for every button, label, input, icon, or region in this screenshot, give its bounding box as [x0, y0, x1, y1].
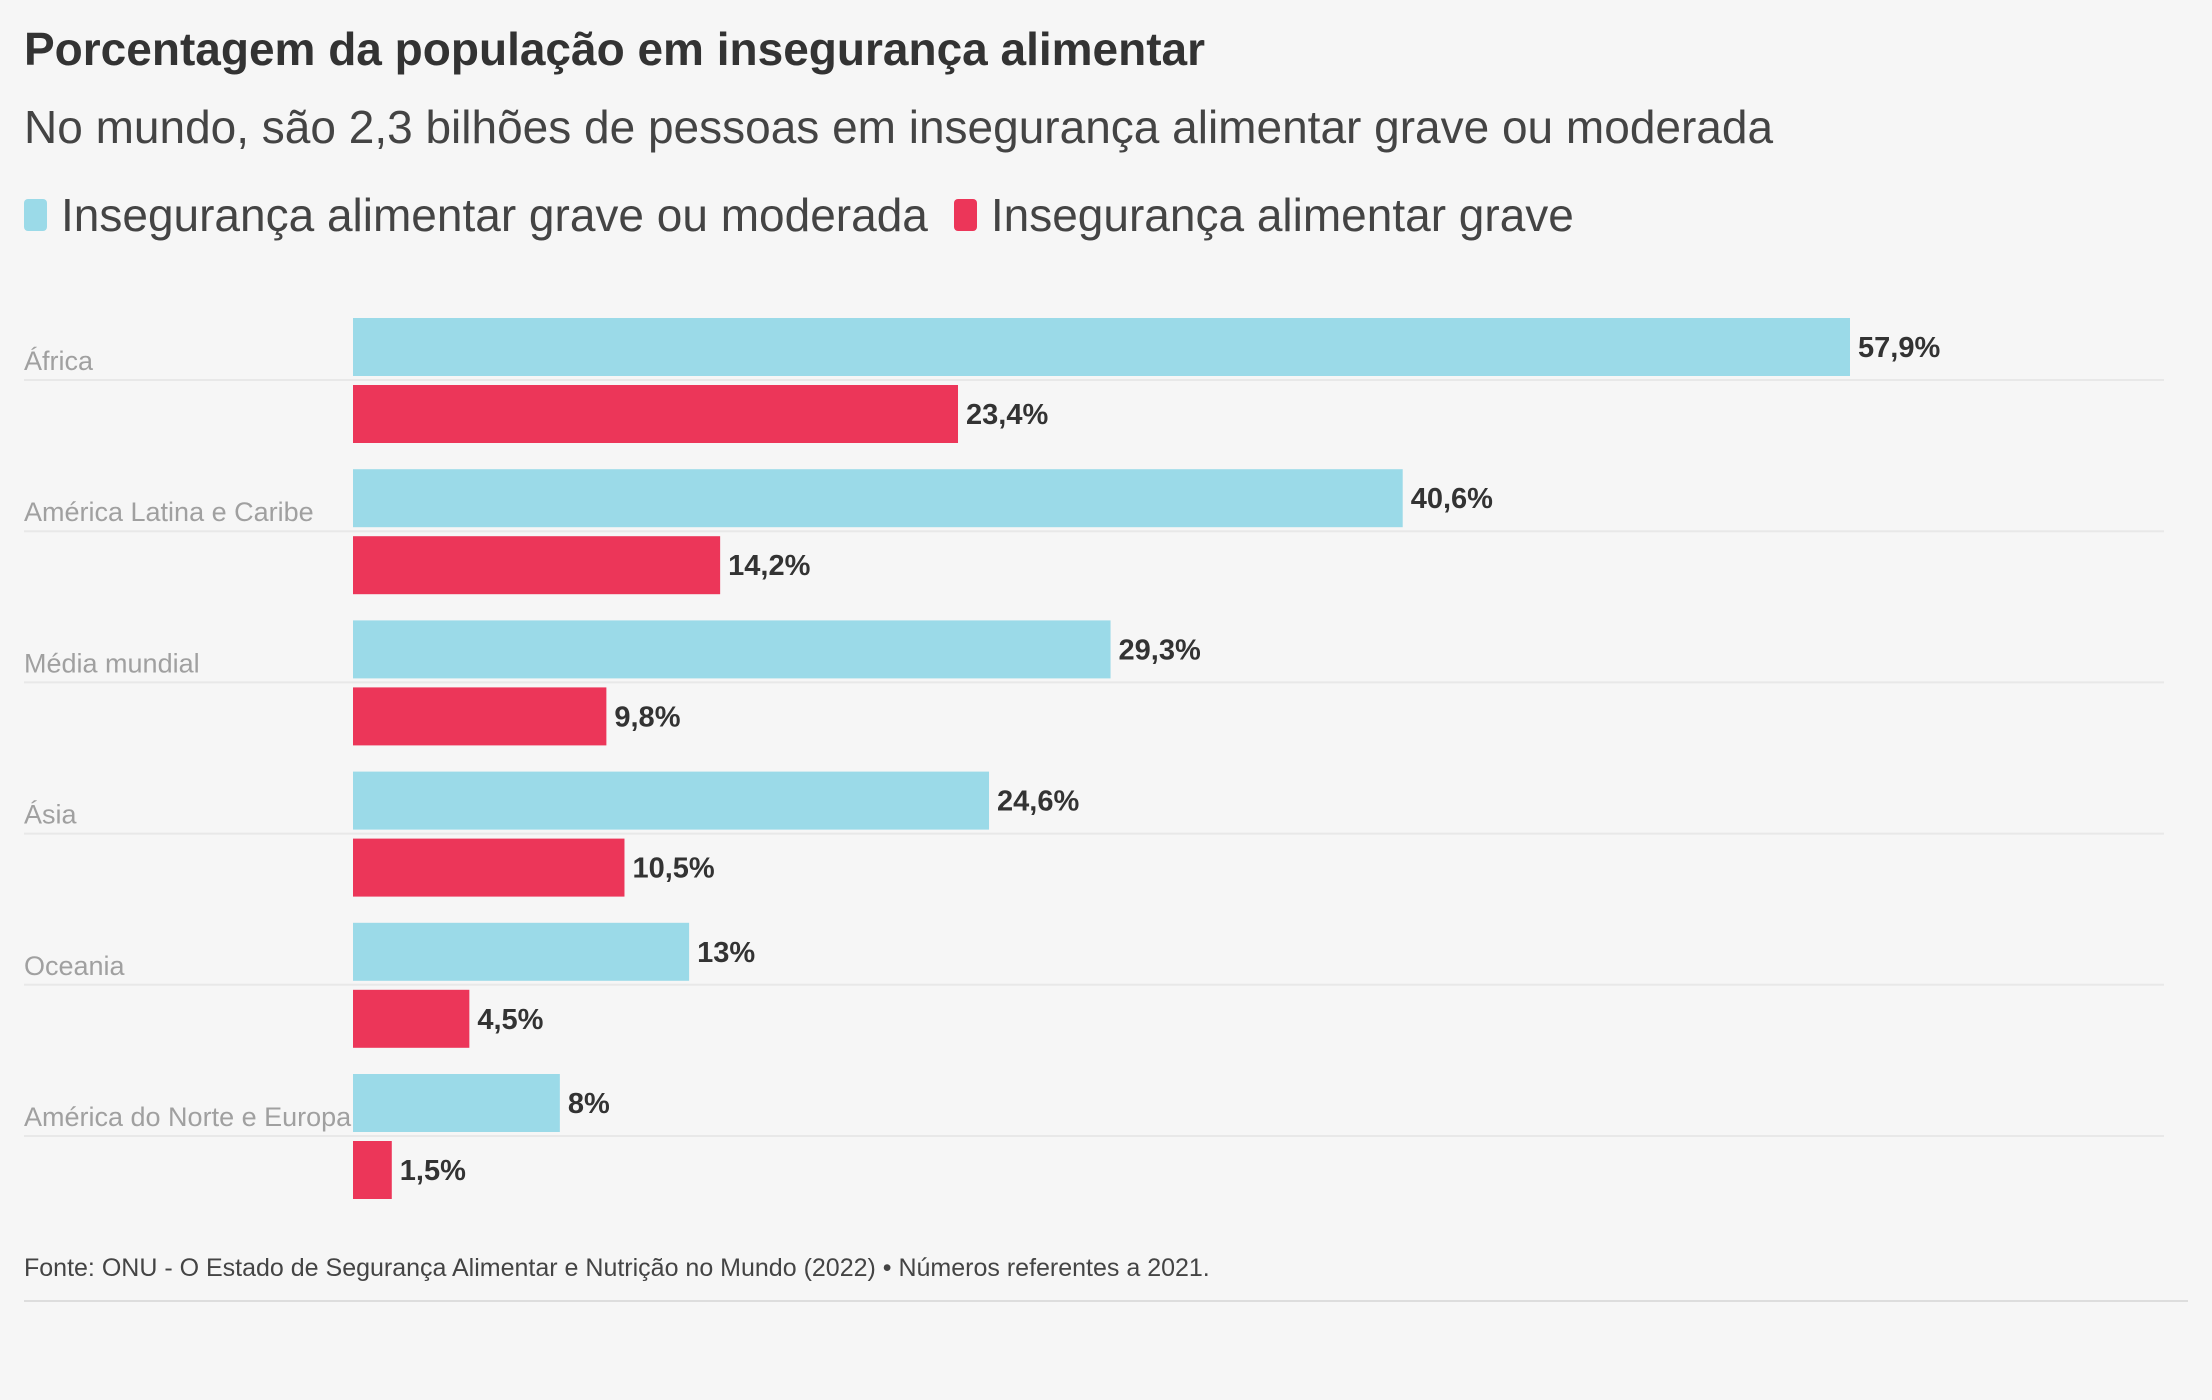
value-label-moderate-america-do-norte-e-europa: 8% [568, 1088, 610, 1120]
legend-swatch-severe [953, 199, 977, 231]
legend-label-severe: Insegurança alimentar grave [990, 189, 1574, 241]
value-label-severe-africa: 23,4% [966, 399, 1048, 431]
legend: Insegurança alimentar grave ou moderada … [24, 188, 1600, 242]
bar-severe-media-mundial [353, 687, 607, 746]
value-label-moderate-africa: 57,9% [1858, 332, 1940, 364]
category-label-asia: Ásia [24, 800, 78, 830]
category-label-africa: África [24, 346, 94, 376]
legend-swatch-moderate [24, 199, 47, 231]
legend-label-moderate: Insegurança alimentar grave ou moderada [61, 189, 928, 241]
footer-divider [24, 1300, 2188, 1302]
value-label-severe-asia: 10,5% [632, 853, 714, 885]
bar-severe-america-latina-e-caribe [353, 536, 721, 595]
bar-moderate-america-do-norte-e-europa [353, 1074, 560, 1132]
bar-severe-asia [353, 838, 625, 897]
bar-severe-africa [353, 385, 959, 443]
bar-severe-america-do-norte-e-europa [353, 1141, 392, 1199]
value-label-moderate-media-mundial: 29,3% [1119, 634, 1201, 666]
value-label-severe-america-do-norte-e-europa: 1,5% [400, 1155, 466, 1187]
bar-chart: África 57,9% 23,4% América Latina e Caribe 4… [24, 318, 2164, 1199]
value-label-severe-oceania: 4,5% [477, 1004, 543, 1036]
bar-severe-oceania [353, 989, 470, 1048]
value-label-moderate-asia: 24,6% [997, 786, 1079, 818]
bar-moderate-africa [353, 318, 1850, 376]
bar-moderate-america-latina-e-caribe [353, 469, 1403, 528]
chart-title: Porcentagem da população em insegurança … [24, 23, 1206, 75]
bar-moderate-oceania [353, 922, 690, 981]
bar-moderate-media-mundial [353, 620, 1111, 679]
source-note: Fonte: ONU - O Estado de Segurança Alime… [24, 1254, 1210, 1282]
value-label-moderate-america-latina-e-caribe: 40,6% [1411, 483, 1493, 515]
legend-item-severe: Insegurança alimentar grave [953, 188, 1574, 242]
value-label-moderate-oceania: 13% [697, 937, 755, 969]
category-label-oceania: Oceania [24, 951, 126, 981]
category-label-america-do-norte-e-europa: América do Norte e Europa [24, 1102, 352, 1132]
value-label-severe-media-mundial: 9,8% [614, 701, 680, 733]
value-label-severe-america-latina-e-caribe: 14,2% [728, 550, 810, 582]
category-label-media-mundial: Média mundial [24, 648, 200, 678]
bar-moderate-asia [353, 771, 990, 830]
chart-subtitle: No mundo, são 2,3 bilhões de pessoas em … [24, 101, 1774, 153]
legend-item-moderate: Insegurança alimentar grave ou moderada [24, 188, 928, 242]
category-label-america-latina-e-caribe: América Latina e Caribe [24, 497, 314, 527]
